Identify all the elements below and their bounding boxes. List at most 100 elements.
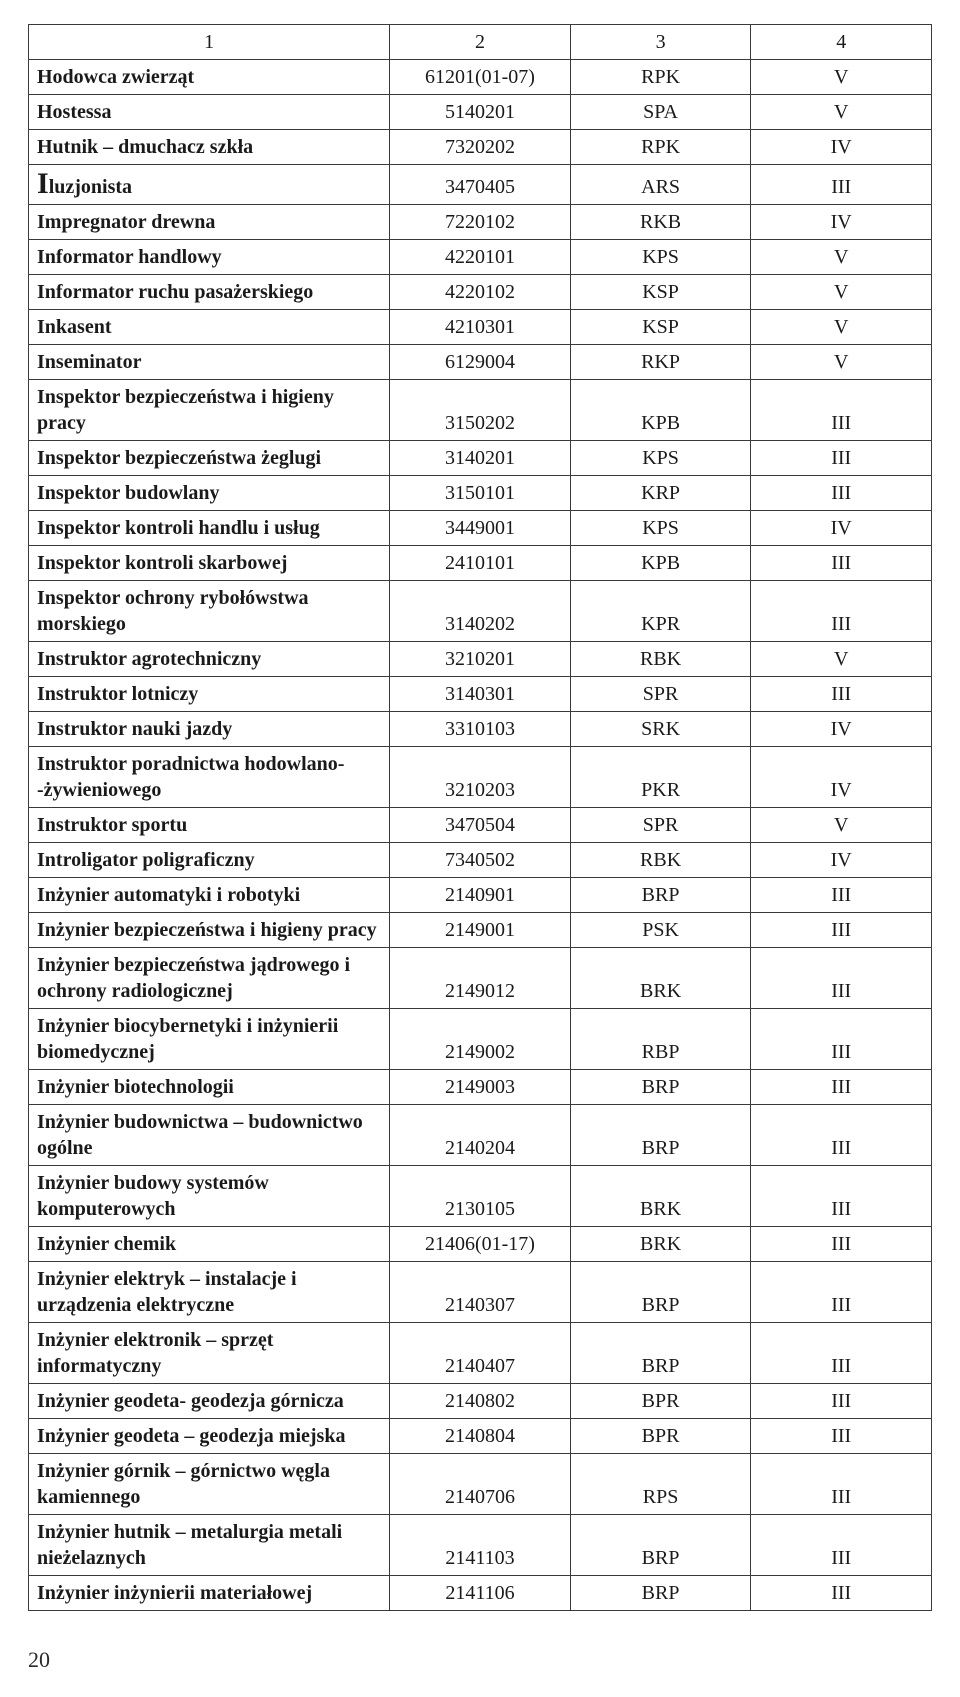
occupation-name: Inkasent [29,310,390,345]
occupation-name: Informator ruchu pasażerskiego [29,275,390,310]
occupation-level: IV [751,712,932,747]
occupation-name: Inseminator [29,345,390,380]
occupation-code: 3470504 [390,808,571,843]
occupation-name: Inspektor kontroli handlu i usług [29,511,390,546]
occupation-code: 3140201 [390,441,571,476]
occupation-level: III [751,1009,932,1070]
occupation-code: 3150101 [390,476,571,511]
occupation-code: 4220102 [390,275,571,310]
occupation-code: 21406(01-17) [390,1227,571,1262]
table-row: Inspektor kontroli handlu i usług3449001… [29,511,932,546]
occupation-level: III [751,913,932,948]
occupation-abbr: KPR [570,581,751,642]
table-row: Instruktor agrotechniczny3210201RBKV [29,642,932,677]
occupation-name: Inżynier chemik [29,1227,390,1262]
occupation-name: Introligator poligraficzny [29,843,390,878]
occupation-abbr: RBK [570,843,751,878]
occupation-code: 2149002 [390,1009,571,1070]
occupation-level: III [751,1070,932,1105]
page-number: 20 [28,1647,932,1673]
occupation-abbr: RBP [570,1009,751,1070]
occupation-level: III [751,677,932,712]
occupation-abbr: PSK [570,913,751,948]
occupation-level: V [751,808,932,843]
occupation-abbr: SPR [570,677,751,712]
table-row: Hutnik – dmuchacz szkła7320202RPKIV [29,130,932,165]
occupation-name: Inżynier elektryk – instalacje i urządze… [29,1262,390,1323]
occupation-code: 61201(01-07) [390,60,571,95]
occupation-abbr: BPR [570,1419,751,1454]
occupation-code: 5140201 [390,95,571,130]
dropcap-letter: I [37,167,49,200]
occupation-name: Inżynier bezpieczeństwa jądrowego i ochr… [29,948,390,1009]
occupation-level: V [751,345,932,380]
table-row: Hostessa5140201SPAV [29,95,932,130]
occupation-name: Inżynier biotechnologii [29,1070,390,1105]
occupation-code: 3150202 [390,380,571,441]
occupation-code: 2140804 [390,1419,571,1454]
occupation-name: Inspektor kontroli skarbowej [29,546,390,581]
occupation-level: V [751,642,932,677]
table-row: Informator handlowy4220101KPSV [29,240,932,275]
occupation-level: III [751,878,932,913]
occupation-abbr: ARS [570,165,751,205]
occupation-code: 6129004 [390,345,571,380]
occupation-name: Inżynier elektronik – sprzęt informatycz… [29,1323,390,1384]
occupation-code: 2149001 [390,913,571,948]
occupation-abbr: BRP [570,1576,751,1611]
table-row: Inżynier biocybernetyki i inżynierii bio… [29,1009,932,1070]
table-row: Inżynier chemik21406(01-17)BRKIII [29,1227,932,1262]
table-row: Inżynier elektryk – instalacje i urządze… [29,1262,932,1323]
occupation-name: Iluzjonista [29,165,390,205]
occupation-level: IV [751,130,932,165]
occupation-name: Inżynier automatyki i robotyki [29,878,390,913]
occupation-abbr: BRP [570,1515,751,1576]
occupation-level: III [751,441,932,476]
table-row: Inżynier górnik – górnictwo węgla kamien… [29,1454,932,1515]
table-row: Inspektor bezpieczeństwa i higieny pracy… [29,380,932,441]
occupation-name: Inspektor budowlany [29,476,390,511]
occupation-code: 7320202 [390,130,571,165]
occupation-level: IV [751,205,932,240]
col-header-4: 4 [751,25,932,60]
occupation-name: Instruktor sportu [29,808,390,843]
occupation-name: Inżynier budowy systemów komputerowych [29,1166,390,1227]
occupation-name: Inżynier górnik – górnictwo węgla kamien… [29,1454,390,1515]
table-row: Inżynier automatyki i robotyki2140901BRP… [29,878,932,913]
occupation-level: V [751,275,932,310]
col-header-3: 3 [570,25,751,60]
occupation-level: III [751,581,932,642]
table-row: Hodowca zwierząt61201(01-07)RPKV [29,60,932,95]
table-row: Introligator poligraficzny7340502RBKIV [29,843,932,878]
occupation-abbr: BRP [570,878,751,913]
table-row: Inżynier bezpieczeństwa jądrowego i ochr… [29,948,932,1009]
table-row: Inżynier geodeta- geodezja górnicza21408… [29,1384,932,1419]
occupation-level: III [751,1323,932,1384]
occupation-level: III [751,948,932,1009]
occupation-name: Hostessa [29,95,390,130]
occupation-abbr: BRP [570,1323,751,1384]
table-row: Inżynier biotechnologii2149003BRPIII [29,1070,932,1105]
occupation-code: 2140307 [390,1262,571,1323]
occupation-level: III [751,1454,932,1515]
occupation-level: III [751,1576,932,1611]
occupation-abbr: BRK [570,1227,751,1262]
occupation-name: Instruktor nauki jazdy [29,712,390,747]
occupation-level: V [751,240,932,275]
occupation-level: V [751,310,932,345]
occupation-name: Inżynier budownictwa – budownictwo ogóln… [29,1105,390,1166]
occupation-code: 2141103 [390,1515,571,1576]
occupation-code: 2410101 [390,546,571,581]
occupation-abbr: RKB [570,205,751,240]
occupation-abbr: BRP [570,1105,751,1166]
table-row: Inżynier inżynierii materiałowej2141106B… [29,1576,932,1611]
occupation-abbr: SRK [570,712,751,747]
occupation-code: 2149012 [390,948,571,1009]
occupation-level: III [751,1105,932,1166]
occupation-name: Inżynier biocybernetyki i inżynierii bio… [29,1009,390,1070]
table-row: Instruktor lotniczy3140301SPRIII [29,677,932,712]
occupation-abbr: KPB [570,380,751,441]
table-row: Inżynier budownictwa – budownictwo ogóln… [29,1105,932,1166]
occupation-abbr: BRK [570,1166,751,1227]
occupation-name: Inżynier geodeta – geodezja miejska [29,1419,390,1454]
